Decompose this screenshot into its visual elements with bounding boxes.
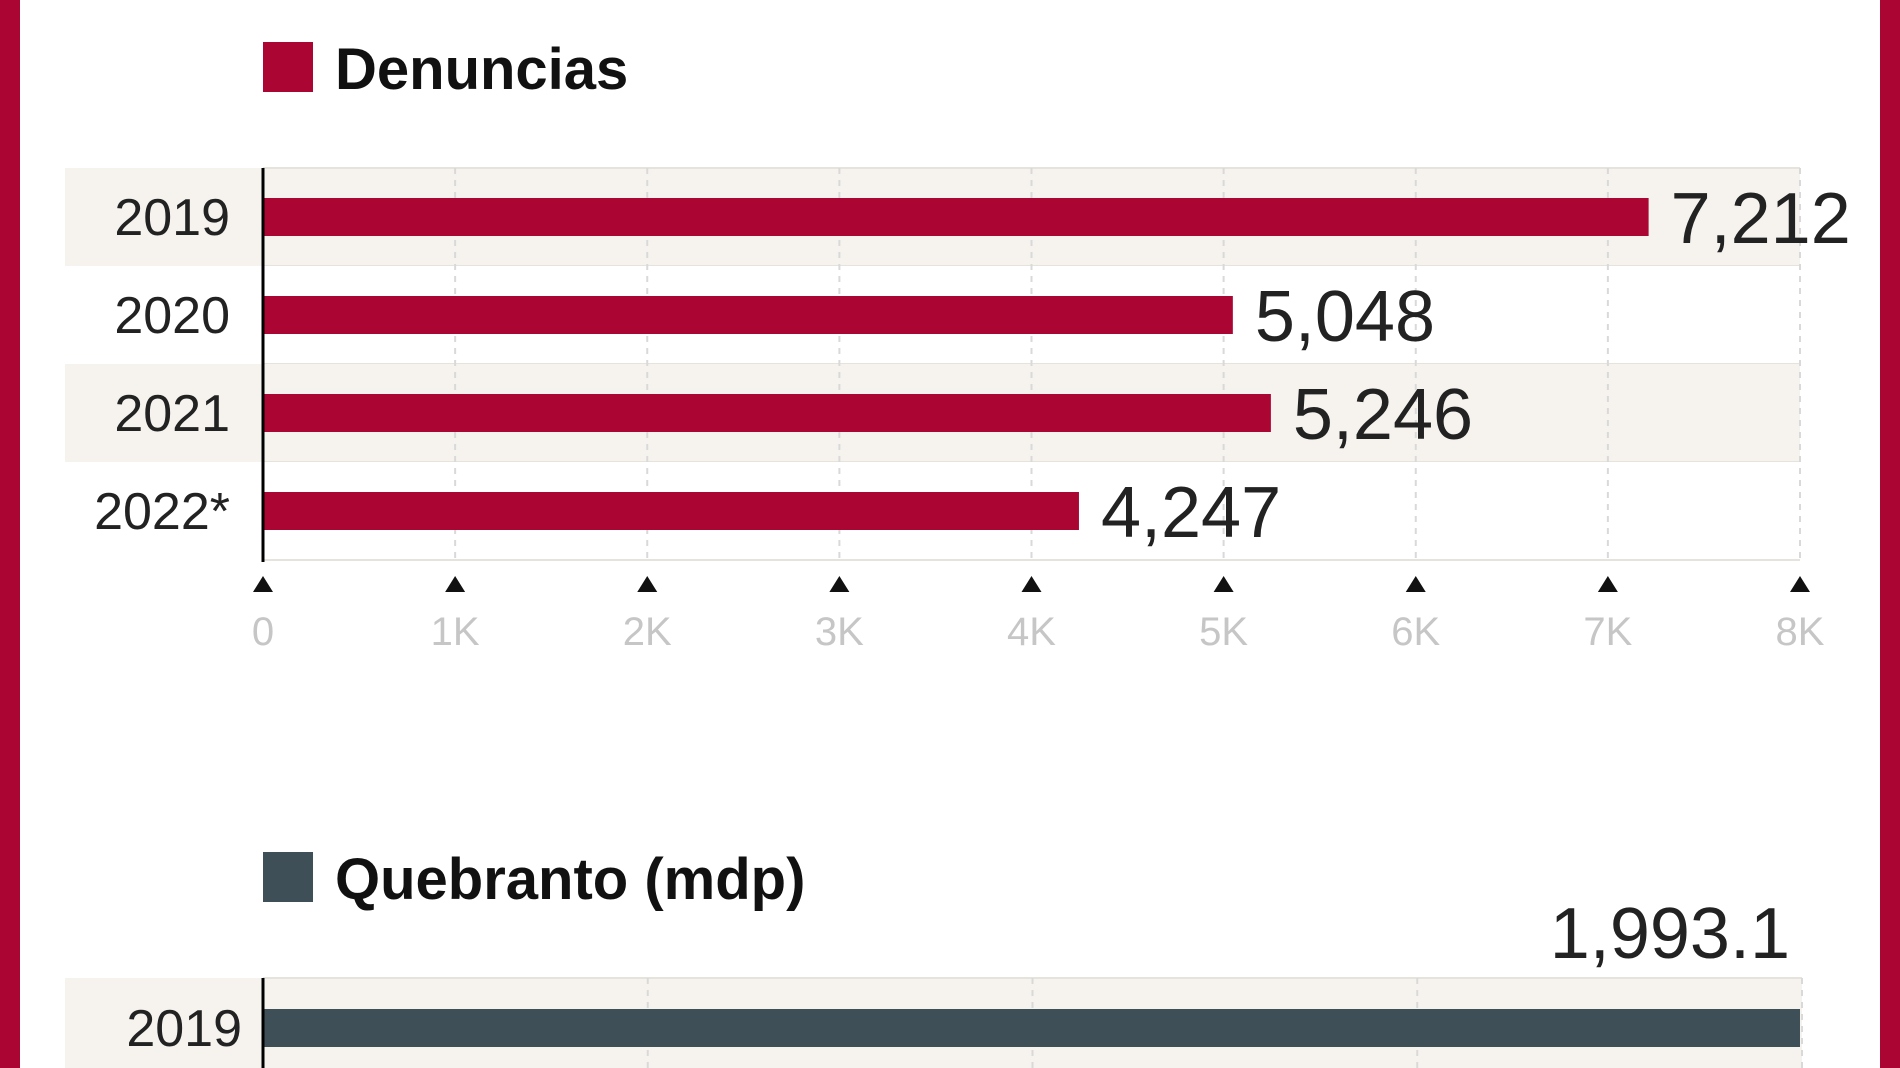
quebranto-legend-swatch — [263, 852, 313, 902]
denuncias-tick-marker — [637, 576, 658, 592]
denuncias-bar — [263, 296, 1233, 334]
denuncias-tick-marker — [1213, 576, 1234, 592]
quebranto-category-label: 2019 — [126, 1000, 242, 1058]
denuncias-category-label: 2021 — [114, 385, 230, 443]
denuncias-tick-label: 0 — [252, 610, 274, 654]
denuncias-tick-marker — [1790, 576, 1810, 592]
denuncias-tick-label: 3K — [815, 610, 864, 654]
quebranto-bar — [263, 1009, 1800, 1047]
denuncias-legend-label: Denuncias — [335, 37, 628, 102]
denuncias-legend-swatch — [263, 42, 313, 92]
denuncias-value-label: 7,212 — [1671, 179, 1851, 259]
denuncias-tick-marker — [1021, 576, 1042, 592]
denuncias-category-label: 2022* — [94, 483, 230, 541]
denuncias-bar — [263, 198, 1649, 236]
denuncias-category-label: 2020 — [114, 287, 230, 345]
denuncias-tick-label: 7K — [1583, 610, 1632, 654]
right-frame-border — [1880, 0, 1900, 1068]
denuncias-value-label: 5,246 — [1293, 375, 1473, 455]
denuncias-bar — [263, 394, 1271, 432]
denuncias-tick-marker — [1597, 576, 1618, 592]
denuncias-tick-label: 8K — [1776, 610, 1825, 654]
denuncias-tick-marker — [1405, 576, 1426, 592]
left-frame-border — [0, 0, 20, 1068]
denuncias-tick-label: 1K — [431, 610, 480, 654]
denuncias-tick-marker — [829, 576, 850, 592]
quebranto-value-label: 1,993.1 — [1550, 894, 1790, 974]
denuncias-tick-label: 6K — [1391, 610, 1440, 654]
denuncias-tick-label: 2K — [623, 610, 672, 654]
denuncias-tick-label: 4K — [1007, 610, 1056, 654]
denuncias-value-label: 4,247 — [1101, 473, 1281, 553]
denuncias-value-label: 5,048 — [1255, 277, 1435, 357]
denuncias-bar — [263, 492, 1079, 530]
quebranto-legend-label: Quebranto (mdp) — [335, 847, 805, 912]
denuncias-category-label: 2019 — [114, 189, 230, 247]
quebranto-chart: Quebranto (mdp) 1,993.1 2019 — [65, 847, 1803, 1068]
denuncias-tick-marker — [445, 576, 466, 592]
denuncias-tick-marker — [253, 576, 273, 592]
denuncias-tick-label: 5K — [1199, 610, 1248, 654]
